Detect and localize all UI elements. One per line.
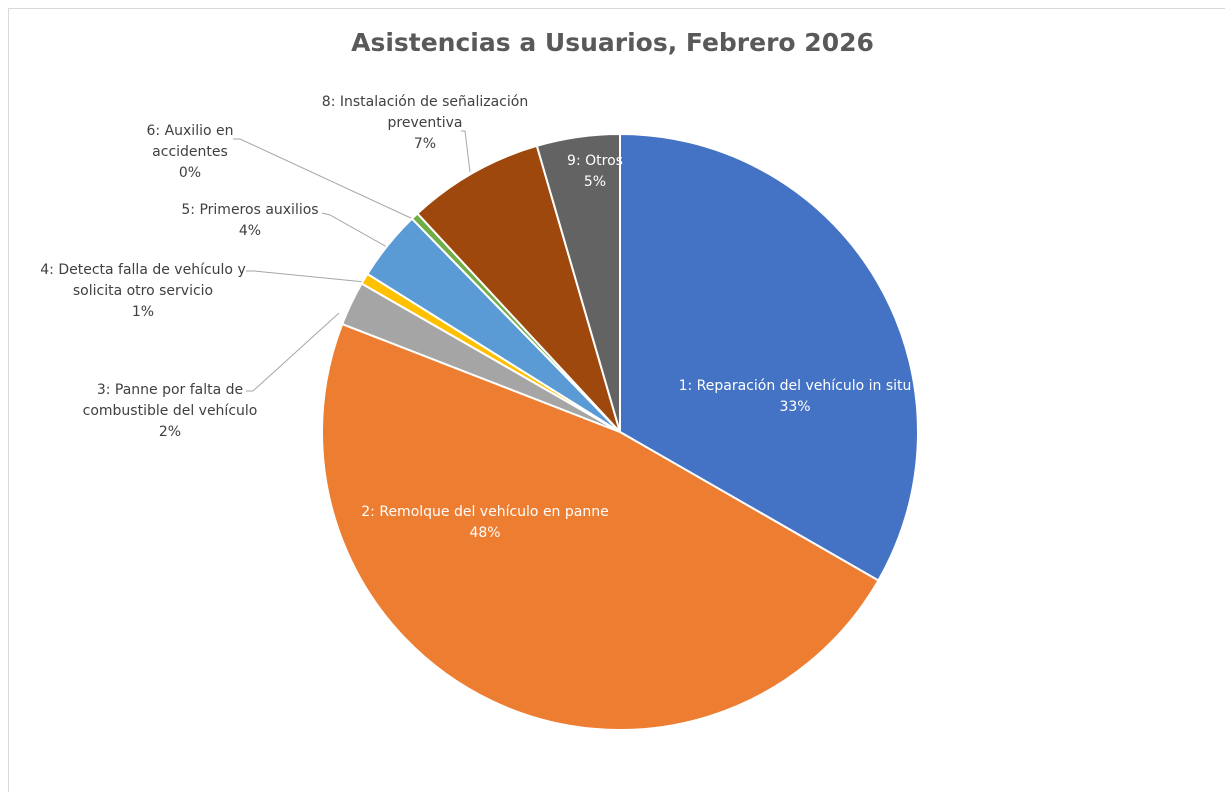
leader-line: [246, 270, 366, 283]
pie: [321, 132, 919, 731]
category-label: 9: Otros: [567, 153, 623, 169]
category-label: 1: Reparación del vehículo in situ: [678, 378, 912, 394]
data-label: 6: Auxilio en accidentes 0%: [130, 121, 250, 184]
percent-label: 2%: [158, 424, 182, 440]
category-label: 3: Panne por falta de combustible del ve…: [82, 382, 258, 419]
chart-title: Asistencias a Usuarios, Febrero 2026: [351, 28, 874, 57]
percent-label: 33%: [779, 399, 811, 415]
percent-label: 7%: [413, 136, 437, 152]
percent-label: 5%: [583, 174, 607, 190]
data-label: 1: Reparación del vehículo in situ 33%: [670, 376, 920, 418]
data-label: 2: Remolque del vehículo en panne 48%: [350, 502, 620, 544]
leader-line: [233, 138, 414, 220]
percent-label: 1%: [131, 304, 155, 320]
data-label: 9: Otros 5%: [560, 151, 630, 193]
percent-label: 48%: [469, 525, 501, 541]
chart-border: [8, 8, 1225, 792]
data-label: 5: Primeros auxilios 4%: [160, 200, 340, 242]
leader-line: [321, 212, 388, 248]
leader-line: [461, 130, 471, 173]
pie-slice: [535, 132, 621, 433]
leader-lines: [233, 130, 471, 392]
data-label: 8: Instalación de señalización preventiv…: [295, 92, 555, 155]
leader-line: [246, 312, 340, 392]
data-label: 4: Detecta falla de vehículo y solicita …: [28, 260, 258, 323]
pie-slice: [321, 322, 880, 731]
pie-slice: [415, 144, 621, 433]
category-label: 5: Primeros auxilios: [181, 202, 319, 218]
percent-label: 0%: [178, 165, 202, 181]
pie-slice: [619, 132, 919, 582]
category-label: 2: Remolque del vehículo en panne: [361, 504, 609, 520]
category-label: 8: Instalación de señalización preventiv…: [321, 94, 529, 131]
data-label: 3: Panne por falta de combustible del ve…: [60, 380, 280, 443]
category-label: 4: Detecta falla de vehículo y solicita …: [40, 262, 246, 299]
category-label: 6: Auxilio en accidentes: [146, 123, 234, 160]
percent-label: 4%: [238, 223, 262, 239]
